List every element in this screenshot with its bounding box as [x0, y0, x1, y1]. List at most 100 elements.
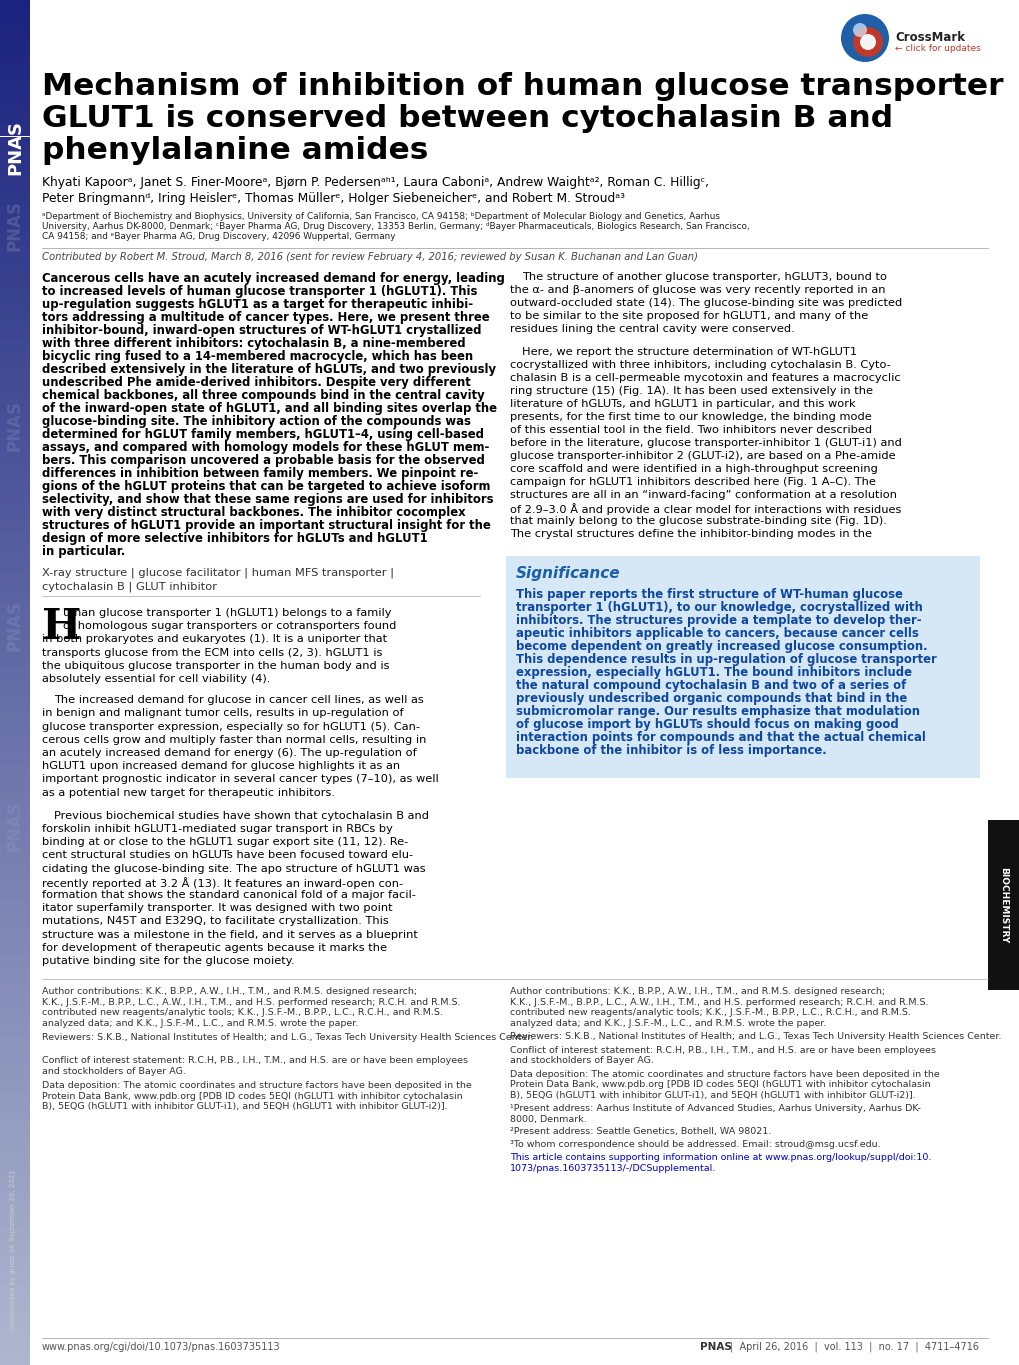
Text: differences in inhibition between family members. We pinpoint re-: differences in inhibition between family…: [42, 467, 478, 480]
Bar: [0, 164, 30, 177]
Bar: [0, 546, 30, 560]
Bar: [0, 259, 30, 273]
Text: glucose transporter-inhibitor 2 (GLUT-i2), are based on a Phe-amide: glucose transporter-inhibitor 2 (GLUT-i2…: [510, 450, 895, 461]
Bar: [0, 1256, 30, 1269]
Text: B), 5EQG (hGLUT1 with inhibitor GLUT-i1), and 5EQH (hGLUT1 with inhibitor GLUT-i: B), 5EQG (hGLUT1 with inhibitor GLUT-i1)…: [510, 1091, 915, 1100]
Text: contributed new reagents/analytic tools; K.K., J.S.F.-M., B.P.P., L.C., R.C.H., : contributed new reagents/analytic tools;…: [510, 1009, 910, 1017]
Text: expression, especially hGLUT1. The bound inhibitors include: expression, especially hGLUT1. The bound…: [516, 666, 911, 678]
Bar: [0, 628, 30, 642]
Text: submicromolar range. Our results emphasize that modulation: submicromolar range. Our results emphasi…: [516, 704, 919, 718]
Text: the α- and β-anomers of glucose was very recently reported in an: the α- and β-anomers of glucose was very…: [510, 285, 884, 295]
Bar: [0, 1147, 30, 1160]
Bar: [0, 1037, 30, 1051]
Text: to increased levels of human glucose transporter 1 (hGLUT1). This: to increased levels of human glucose tra…: [42, 285, 477, 298]
Bar: [0, 423, 30, 437]
Bar: [0, 887, 30, 901]
Bar: [0, 1078, 30, 1092]
Text: structures of hGLUT1 provide an important structural insight for the: structures of hGLUT1 provide an importan…: [42, 519, 490, 532]
Bar: [0, 68, 30, 82]
Circle shape: [852, 23, 866, 37]
Text: as a potential new target for therapeutic inhibitors.: as a potential new target for therapeuti…: [42, 788, 334, 797]
Bar: [0, 1351, 30, 1365]
Text: Protein Data Bank, www.pdb.org [PDB ID codes 5EQI (hGLUT1 with inhibitor cytocha: Protein Data Bank, www.pdb.org [PDB ID c…: [510, 1080, 929, 1089]
Text: described extensively in the literature of hGLUTs, and two previously: described extensively in the literature …: [42, 363, 495, 375]
Text: in particular.: in particular.: [42, 545, 125, 558]
Text: |  April 26, 2016  |  vol. 113  |  no. 17  |  4711–4716: | April 26, 2016 | vol. 113 | no. 17 | 4…: [730, 1342, 978, 1353]
Text: This dependence results in up-regulation of glucose transporter: This dependence results in up-regulation…: [516, 652, 935, 666]
Bar: [0, 437, 30, 450]
Bar: [0, 341, 30, 355]
Text: formation that shows the standard canonical fold of a major facil-: formation that shows the standard canoni…: [42, 890, 416, 900]
Text: recently reported at 3.2 Å (13). It features an inward-open con-: recently reported at 3.2 Å (13). It feat…: [42, 876, 403, 889]
Bar: [0, 177, 30, 191]
Bar: [0, 928, 30, 942]
Text: before in the literature, glucose transporter-inhibitor 1 (GLUT-i1) and: before in the literature, glucose transp…: [510, 438, 901, 448]
Text: Conflict of interest statement: R.C.H, P.B., I.H., T.M., and H.S. are or have be: Conflict of interest statement: R.C.H, P…: [510, 1046, 935, 1055]
Bar: [0, 382, 30, 396]
Bar: [0, 1283, 30, 1297]
Text: H: H: [42, 606, 82, 648]
Bar: [0, 41, 30, 55]
Bar: [0, 396, 30, 410]
Text: Protein Data Bank, www.pdb.org [PDB ID codes 5EQI (hGLUT1 with inhibitor cytocha: Protein Data Bank, www.pdb.org [PDB ID c…: [42, 1092, 463, 1100]
Text: ← click for updates: ← click for updates: [894, 44, 980, 53]
Text: www.pnas.org/cgi/doi/10.1073/pnas.1603735113: www.pnas.org/cgi/doi/10.1073/pnas.160373…: [42, 1342, 280, 1351]
Bar: [0, 737, 30, 751]
Bar: [0, 505, 30, 519]
Text: gions of the hGLUT proteins that can be targeted to achieve isoform: gions of the hGLUT proteins that can be …: [42, 480, 490, 493]
Bar: [0, 969, 30, 983]
Bar: [0, 1119, 30, 1133]
Text: previously undescribed organic compounds that bind in the: previously undescribed organic compounds…: [516, 692, 906, 704]
Text: glucose transporter expression, especially so for hGLUT1 (5). Can-: glucose transporter expression, especial…: [42, 722, 420, 732]
Text: transports glucose from the ECM into cells (2, 3). hGLUT1 is: transports glucose from the ECM into cel…: [42, 647, 382, 658]
Bar: [0, 1188, 30, 1201]
Text: Here, we report the structure determination of WT-hGLUT1: Here, we report the structure determinat…: [522, 347, 856, 358]
Bar: [0, 751, 30, 764]
Text: tors addressing a multitude of cancer types. Here, we present three: tors addressing a multitude of cancer ty…: [42, 311, 489, 324]
Text: selectivity, and show that these same regions are used for inhibitors: selectivity, and show that these same re…: [42, 493, 493, 506]
Text: presents, for the first time to our knowledge, the binding mode: presents, for the first time to our know…: [510, 412, 871, 422]
Bar: [0, 723, 30, 737]
Bar: [0, 1242, 30, 1256]
Text: analyzed data; and K.K., J.S.F.-M., L.C., and R.M.S. wrote the paper.: analyzed data; and K.K., J.S.F.-M., L.C.…: [42, 1018, 358, 1028]
Bar: [0, 328, 30, 341]
Bar: [0, 764, 30, 778]
Bar: [0, 232, 30, 246]
Bar: [0, 27, 30, 41]
Bar: [0, 860, 30, 874]
Bar: [0, 983, 30, 996]
Text: X-ray structure | glucose facilitator | human MFS transporter |: X-ray structure | glucose facilitator | …: [42, 568, 393, 579]
Bar: [0, 710, 30, 723]
Text: of this essential tool in the field. Two inhibitors never described: of this essential tool in the field. Two…: [510, 425, 871, 435]
Text: Mechanism of inhibition of human glucose transporter: Mechanism of inhibition of human glucose…: [42, 72, 1003, 101]
Bar: [0, 109, 30, 123]
Text: cerous cells grow and multiply faster than normal cells, resulting in: cerous cells grow and multiply faster th…: [42, 734, 426, 745]
Bar: [0, 519, 30, 532]
Text: structures are all in an “inward-facing” conformation at a resolution: structures are all in an “inward-facing”…: [510, 490, 896, 500]
Text: chemical backbones, all three compounds bind in the central cavity: chemical backbones, all three compounds …: [42, 389, 484, 403]
Text: putative binding site for the glucose moiety.: putative binding site for the glucose mo…: [42, 955, 294, 966]
Text: Author contributions: K.K., B.P.P., A.W., I.H., T.M., and R.M.S. designed resear: Author contributions: K.K., B.P.P., A.W.…: [42, 987, 417, 996]
Text: 1073/pnas.1603735113/-/DCSupplemental.: 1073/pnas.1603735113/-/DCSupplemental.: [510, 1164, 715, 1173]
Bar: [0, 1215, 30, 1228]
Bar: [0, 1092, 30, 1106]
Text: B), 5EQG (hGLUT1 with inhibitor GLUT-i1), and 5EQH (hGLUT1 with inhibitor GLUT-i: B), 5EQG (hGLUT1 with inhibitor GLUT-i1)…: [42, 1102, 447, 1111]
Text: This article contains supporting information online at www.pnas.org/lookup/suppl: This article contains supporting informa…: [510, 1153, 930, 1162]
Text: University, Aarhus DK-8000, Denmark; ᶜBayer Pharma AG, Drug Discovery, 13353 Ber: University, Aarhus DK-8000, Denmark; ᶜBa…: [42, 222, 749, 231]
Text: ¹Present address: Aarhus Institute of Advanced Studies, Aarhus University, Aarhu: ¹Present address: Aarhus Institute of Ad…: [510, 1104, 920, 1114]
Bar: [0, 614, 30, 628]
Bar: [0, 874, 30, 887]
Text: assays, and compared with homology models for these hGLUT mem-: assays, and compared with homology model…: [42, 441, 489, 455]
Text: cidating the glucose-binding site. The apo structure of hGLUT1 was: cidating the glucose-binding site. The a…: [42, 864, 425, 874]
Bar: [0, 560, 30, 573]
Bar: [0, 0, 30, 14]
Text: with three different inhibitors: cytochalasin B, a nine-membered: with three different inhibitors: cytocha…: [42, 337, 465, 349]
Bar: [0, 1010, 30, 1024]
Text: interaction points for compounds and that the actual chemical: interaction points for compounds and tha…: [516, 732, 925, 744]
Bar: [0, 682, 30, 696]
Text: Cancerous cells have an acutely increased demand for energy, leading: Cancerous cells have an acutely increase…: [42, 272, 504, 285]
Bar: [0, 1310, 30, 1324]
Text: of glucose import by hGLUTs should focus on making good: of glucose import by hGLUTs should focus…: [516, 718, 898, 732]
Bar: [0, 1065, 30, 1078]
Text: Previous biochemical studies have shown that cytochalasin B and: Previous biochemical studies have shown …: [54, 811, 429, 820]
